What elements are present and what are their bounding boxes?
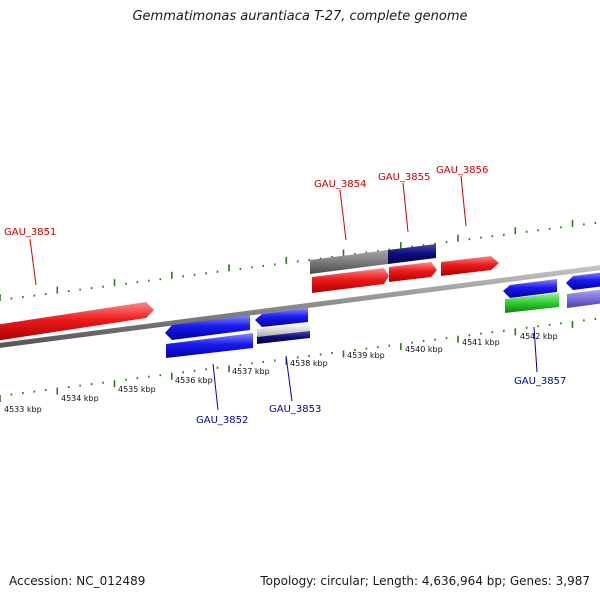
gene-feature[interactable] — [567, 289, 600, 308]
coordinate-label: 4533 kbp — [4, 405, 42, 414]
gene-feature[interactable] — [505, 293, 559, 313]
coordinate-label: 4536 kbp — [175, 376, 213, 385]
gene-feature[interactable] — [566, 272, 600, 290]
coordinate-label: 4542 kbp — [520, 332, 558, 341]
gene-feature[interactable] — [255, 308, 308, 327]
gene-label-leader — [402, 182, 409, 233]
gene-label[interactable]: GAU_3856 — [436, 165, 488, 176]
coordinate-label: 4534 kbp — [61, 394, 99, 403]
genome-summary-text: Topology: circular; Length: 4,636,964 bp… — [260, 574, 590, 588]
gene-feature[interactable] — [388, 244, 436, 264]
gene-label-leader — [460, 175, 467, 227]
gene-label[interactable]: GAU_3854 — [314, 179, 366, 190]
map-title: Gemmatimonas aurantiaca T-27, complete g… — [132, 9, 468, 24]
gene-label[interactable]: GAU_3853 — [269, 404, 321, 415]
gene-label[interactable]: GAU_3857 — [514, 376, 566, 387]
gene-feature[interactable] — [0, 302, 154, 341]
coordinate-label: 4538 kbp — [290, 359, 328, 368]
gene-feature[interactable] — [165, 315, 250, 340]
gene-label-leader — [339, 189, 347, 241]
accession-text: Accession: NC_012489 — [9, 574, 146, 588]
gene-label-leader — [212, 363, 219, 411]
gene-label-leader — [29, 238, 37, 286]
coordinate-label: 4535 kbp — [118, 385, 156, 394]
gene-label[interactable]: GAU_3851 — [4, 227, 56, 238]
gene-label[interactable]: GAU_3852 — [196, 415, 248, 426]
gene-label-leader — [533, 326, 538, 373]
coordinate-label: 4539 kbp — [347, 351, 385, 360]
gene-label-leader — [285, 355, 293, 402]
gene-feature[interactable] — [257, 331, 310, 344]
genome-backbone — [0, 265, 600, 348]
gene-feature[interactable] — [389, 262, 437, 282]
gene-feature[interactable] — [310, 250, 388, 274]
gene-feature[interactable] — [166, 333, 253, 358]
coordinate-label: 4537 kbp — [232, 367, 270, 376]
gene-feature[interactable] — [503, 279, 557, 298]
coordinate-label: 4540 kbp — [405, 345, 443, 354]
coordinate-label: 4541 kbp — [462, 338, 500, 347]
gene-feature[interactable] — [257, 323, 310, 339]
gene-label[interactable]: GAU_3855 — [378, 172, 430, 183]
gene-feature[interactable] — [441, 256, 499, 276]
gene-feature[interactable] — [312, 268, 389, 293]
